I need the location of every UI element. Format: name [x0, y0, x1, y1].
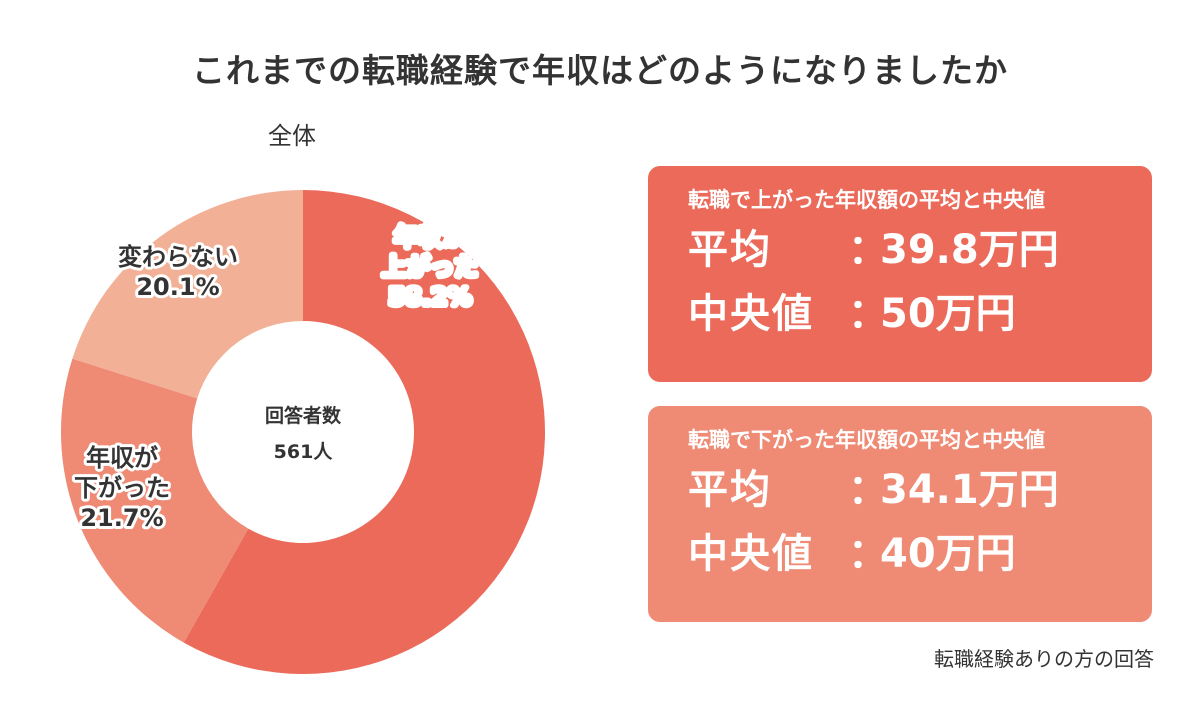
- donut-slice-1: [60, 358, 249, 643]
- slice-label-0: 年収が上がった 58.2%: [382, 223, 478, 311]
- slice-label-2: 変わらない 20.1%: [118, 243, 238, 301]
- decrease-average-label: 平均: [688, 467, 772, 513]
- increase-average-row: 平均 ： 39.8万円: [688, 222, 1152, 278]
- decrease-median-value: 40万円: [880, 531, 1016, 577]
- increase-median-row: 中央値 ： 50万円: [688, 286, 1152, 342]
- chart-subtitle: 全体: [268, 122, 316, 150]
- decrease-average-colon: ：: [848, 467, 888, 513]
- donut-chart: 年収が上がった 58.2% 年収が下がった 21.7% 変わらない 20.1% 回答者数 56…: [60, 190, 546, 675]
- increase-median-value: 50万円: [880, 291, 1016, 337]
- decrease-panel-heading: 転職で下がった年収額の平均と中央値: [688, 428, 1045, 452]
- increase-median-label: 中央値: [688, 291, 814, 337]
- respondent-count-value: 561人: [274, 441, 334, 463]
- increase-panel-heading: 転職で上がった年収額の平均と中央値: [688, 188, 1045, 212]
- increase-median-colon: ：: [848, 291, 888, 337]
- decrease-median-colon: ：: [848, 531, 888, 577]
- slice-label-1: 年収が下がった 21.7%: [74, 444, 170, 532]
- decrease-median-label: 中央値: [688, 531, 814, 577]
- chart-title: これまでの転職経験で年収はどのようになりましたか: [192, 51, 1008, 90]
- decrease-panel: 転職で下がった年収額の平均と中央値 平均 ： 34.1万円 中央値 ： 40万円: [648, 406, 1152, 622]
- increase-panel: 転職で上がった年収額の平均と中央値 平均 ： 39.8万円 中央値 ： 50万円: [648, 166, 1152, 382]
- decrease-average-value: 34.1万円: [880, 467, 1059, 513]
- increase-average-colon: ：: [848, 227, 888, 273]
- decrease-median-row: 中央値 ： 40万円: [688, 526, 1152, 582]
- donut-slice-0: [183, 190, 546, 675]
- increase-average-label: 平均: [688, 227, 772, 273]
- increase-average-value: 39.8万円: [880, 227, 1059, 273]
- donut-slice-2: [72, 190, 303, 399]
- decrease-average-row: 平均 ： 34.1万円: [688, 462, 1152, 518]
- footnote: 転職経験ありの方の回答: [934, 647, 1154, 671]
- respondent-count-label: 回答者数: [265, 404, 342, 427]
